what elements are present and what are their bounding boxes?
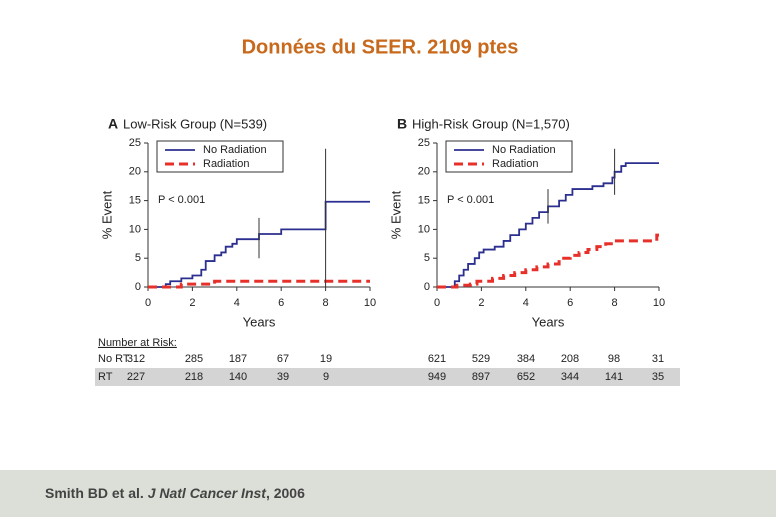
x-tick-label: 0 [434,297,440,309]
km-curve [437,162,659,288]
risk-count: 312 [127,353,145,365]
km-curve [437,233,659,289]
y-tick-label: 5 [424,252,430,264]
risk-count: 344 [561,371,579,383]
risk-count: 9 [323,371,329,383]
y-tick-label: 0 [135,281,141,293]
legend-label: Radiation [492,158,538,170]
legend-box [445,140,573,173]
citation-journal: J Natl Cancer Inst [148,485,268,501]
x-tick-label: 4 [234,297,240,309]
x-axis-label: Years [532,314,565,329]
legend-label: Radiation [203,158,249,170]
legend-label: No Radiation [492,144,556,156]
row-label: No RT [98,353,130,365]
risk-count: 621 [428,353,446,365]
chart-title: Low-Risk Group (N=539) [123,116,267,131]
risk-count: 529 [472,353,490,365]
legend-box [156,140,284,173]
x-tick-label: 6 [567,297,573,309]
risk-count: 141 [605,371,623,383]
x-tick-label: 2 [189,297,195,309]
risk-count: 285 [185,353,203,365]
citation-year: , 2006 [266,485,305,501]
x-tick-label: 10 [364,297,376,309]
risk-count: 35 [652,371,664,383]
risk-count: 140 [229,371,247,383]
risk-count: 949 [428,371,446,383]
citation: Smith BD et al. J Natl Cancer Inst, 2006 [45,485,305,501]
y-tick-label: 10 [129,223,141,235]
risk-count: 98 [608,353,620,365]
risk-count: 208 [561,353,579,365]
x-tick-label: 8 [612,297,618,309]
slide-title: Données du SEER. 2109 ptes [242,36,519,58]
x-tick-label: 4 [523,297,529,309]
x-tick-label: 8 [323,297,329,309]
risk-count: 218 [185,371,203,383]
risk-count: 384 [517,353,535,365]
x-tick-label: 0 [145,297,151,309]
risk-count: 67 [277,353,289,365]
x-tick-label: 6 [278,297,284,309]
risk-count: 187 [229,353,247,365]
p-value: P < 0.001 [158,194,205,206]
risk-count: 652 [517,371,535,383]
y-tick-label: 15 [418,195,430,207]
x-tick-label: 2 [478,297,484,309]
y-tick-label: 25 [129,137,141,149]
citation-authors: Smith BD et al. [45,485,148,501]
y-axis-label: % Event [99,190,114,239]
risk-count: 897 [472,371,490,383]
y-axis-label: % Event [388,190,403,239]
risk-count: 19 [320,353,332,365]
row-shade [95,368,680,386]
y-tick-label: 20 [129,166,141,178]
y-tick-label: 10 [418,223,430,235]
legend-label: No Radiation [203,144,267,156]
panel-label: B [397,116,407,132]
y-tick-label: 0 [424,281,430,293]
y-tick-label: 20 [418,166,430,178]
chart-title: High-Risk Group (N=1,570) [412,116,570,131]
km-curve [148,200,370,288]
risk-count: 227 [127,371,145,383]
risk-table-title: Number at Risk: [98,337,177,349]
x-tick-label: 10 [653,297,665,309]
p-value: P < 0.001 [447,194,494,206]
panel-label: A [108,116,118,132]
row-label: RT [98,371,113,383]
km-curve [148,279,370,289]
risk-count: 39 [277,371,289,383]
risk-count: 31 [652,353,664,365]
y-tick-label: 5 [135,252,141,264]
y-tick-label: 15 [129,195,141,207]
x-axis-label: Years [243,314,276,329]
y-tick-label: 25 [418,137,430,149]
footer-band [0,470,776,517]
